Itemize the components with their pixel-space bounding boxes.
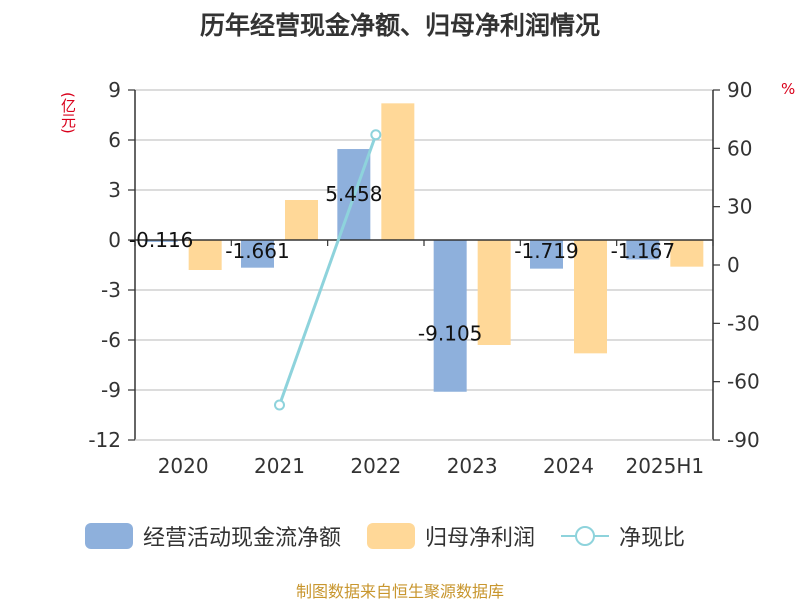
right-tick-label: 30 [727, 195, 752, 219]
profit-bar [381, 103, 415, 240]
legend-item-profit[interactable]: 归母净利润 [367, 520, 535, 552]
grid-lines [135, 89, 713, 441]
legend-swatch-ratio [561, 523, 610, 549]
cash-data-label: -1.719 [514, 239, 578, 263]
left-tick-label: -9 [101, 378, 121, 402]
cash-data-label: 5.458 [325, 182, 382, 206]
right-tick-label: 0 [727, 253, 740, 277]
left-tick-label: -6 [101, 328, 121, 352]
legend-label-ratio: 净现比 [619, 526, 686, 551]
source-note: 制图数据来自恒生聚源数据库 [295, 582, 504, 601]
data-labels: -0.116 -1.661 5.458 -9.105 -1.719 -1.167 [129, 182, 675, 345]
cash-data-label: -1.167 [611, 239, 675, 263]
legend-label-profit: 归母净利润 [425, 526, 536, 551]
x-tick-label: 2024 [543, 454, 594, 478]
ratio-line-path [278, 134, 378, 406]
ratio-line [274, 129, 382, 411]
legend: 经营活动现金流净额 归母净利润 净现比 [85, 520, 711, 552]
left-tick-label: 9 [108, 78, 121, 102]
right-tick-label: 90 [727, 78, 752, 102]
legend-swatch-profit [367, 523, 416, 549]
legend-label-cash: 经营活动现金流净额 [143, 526, 342, 551]
cash-bar [530, 240, 563, 269]
x-tick-label: 2020 [158, 454, 209, 478]
x-tick-label: 2022 [350, 454, 401, 478]
cash-data-label: -0.116 [129, 228, 193, 252]
profit-bar [188, 240, 222, 270]
legend-swatch-cash [85, 523, 133, 549]
right-axis-unit: % [781, 80, 796, 98]
ratio-point [274, 399, 285, 411]
left-tick-label: -12 [88, 428, 121, 452]
cash-data-label: -9.105 [418, 321, 482, 345]
cash-bar [626, 240, 660, 260]
legend-item-cash[interactable]: 经营活动现金流净额 [85, 520, 341, 552]
cash-bar [241, 240, 274, 268]
x-tick-label: 2021 [254, 454, 305, 478]
right-tick-label: -90 [727, 428, 760, 452]
cash-bar [433, 240, 467, 392]
ratio-point [370, 129, 382, 141]
right-tick-label: 60 [727, 136, 752, 160]
profit-bar [574, 240, 607, 354]
profit-bar [670, 240, 704, 267]
left-tick-label: -3 [101, 278, 121, 302]
left-tick-label: 6 [108, 128, 121, 152]
left-tick-label: 3 [108, 178, 121, 202]
bars [144, 103, 704, 392]
left-axis-unit: (亿元) [59, 92, 77, 134]
profit-bar [285, 200, 318, 240]
cash-data-label: -1.661 [225, 239, 289, 263]
right-tick-label: -30 [727, 311, 760, 335]
cash-bar [144, 240, 178, 242]
chart-title: 历年经营现金净额、归母净利润情况 [199, 11, 600, 40]
profit-bar [477, 240, 511, 345]
x-tick-label: 2025H1 [625, 454, 704, 478]
legend-item-ratio[interactable]: 净现比 [561, 520, 685, 552]
right-tick-label: -60 [727, 370, 760, 394]
left-tick-label: 0 [108, 228, 121, 252]
x-tick-label: 2023 [447, 454, 498, 478]
